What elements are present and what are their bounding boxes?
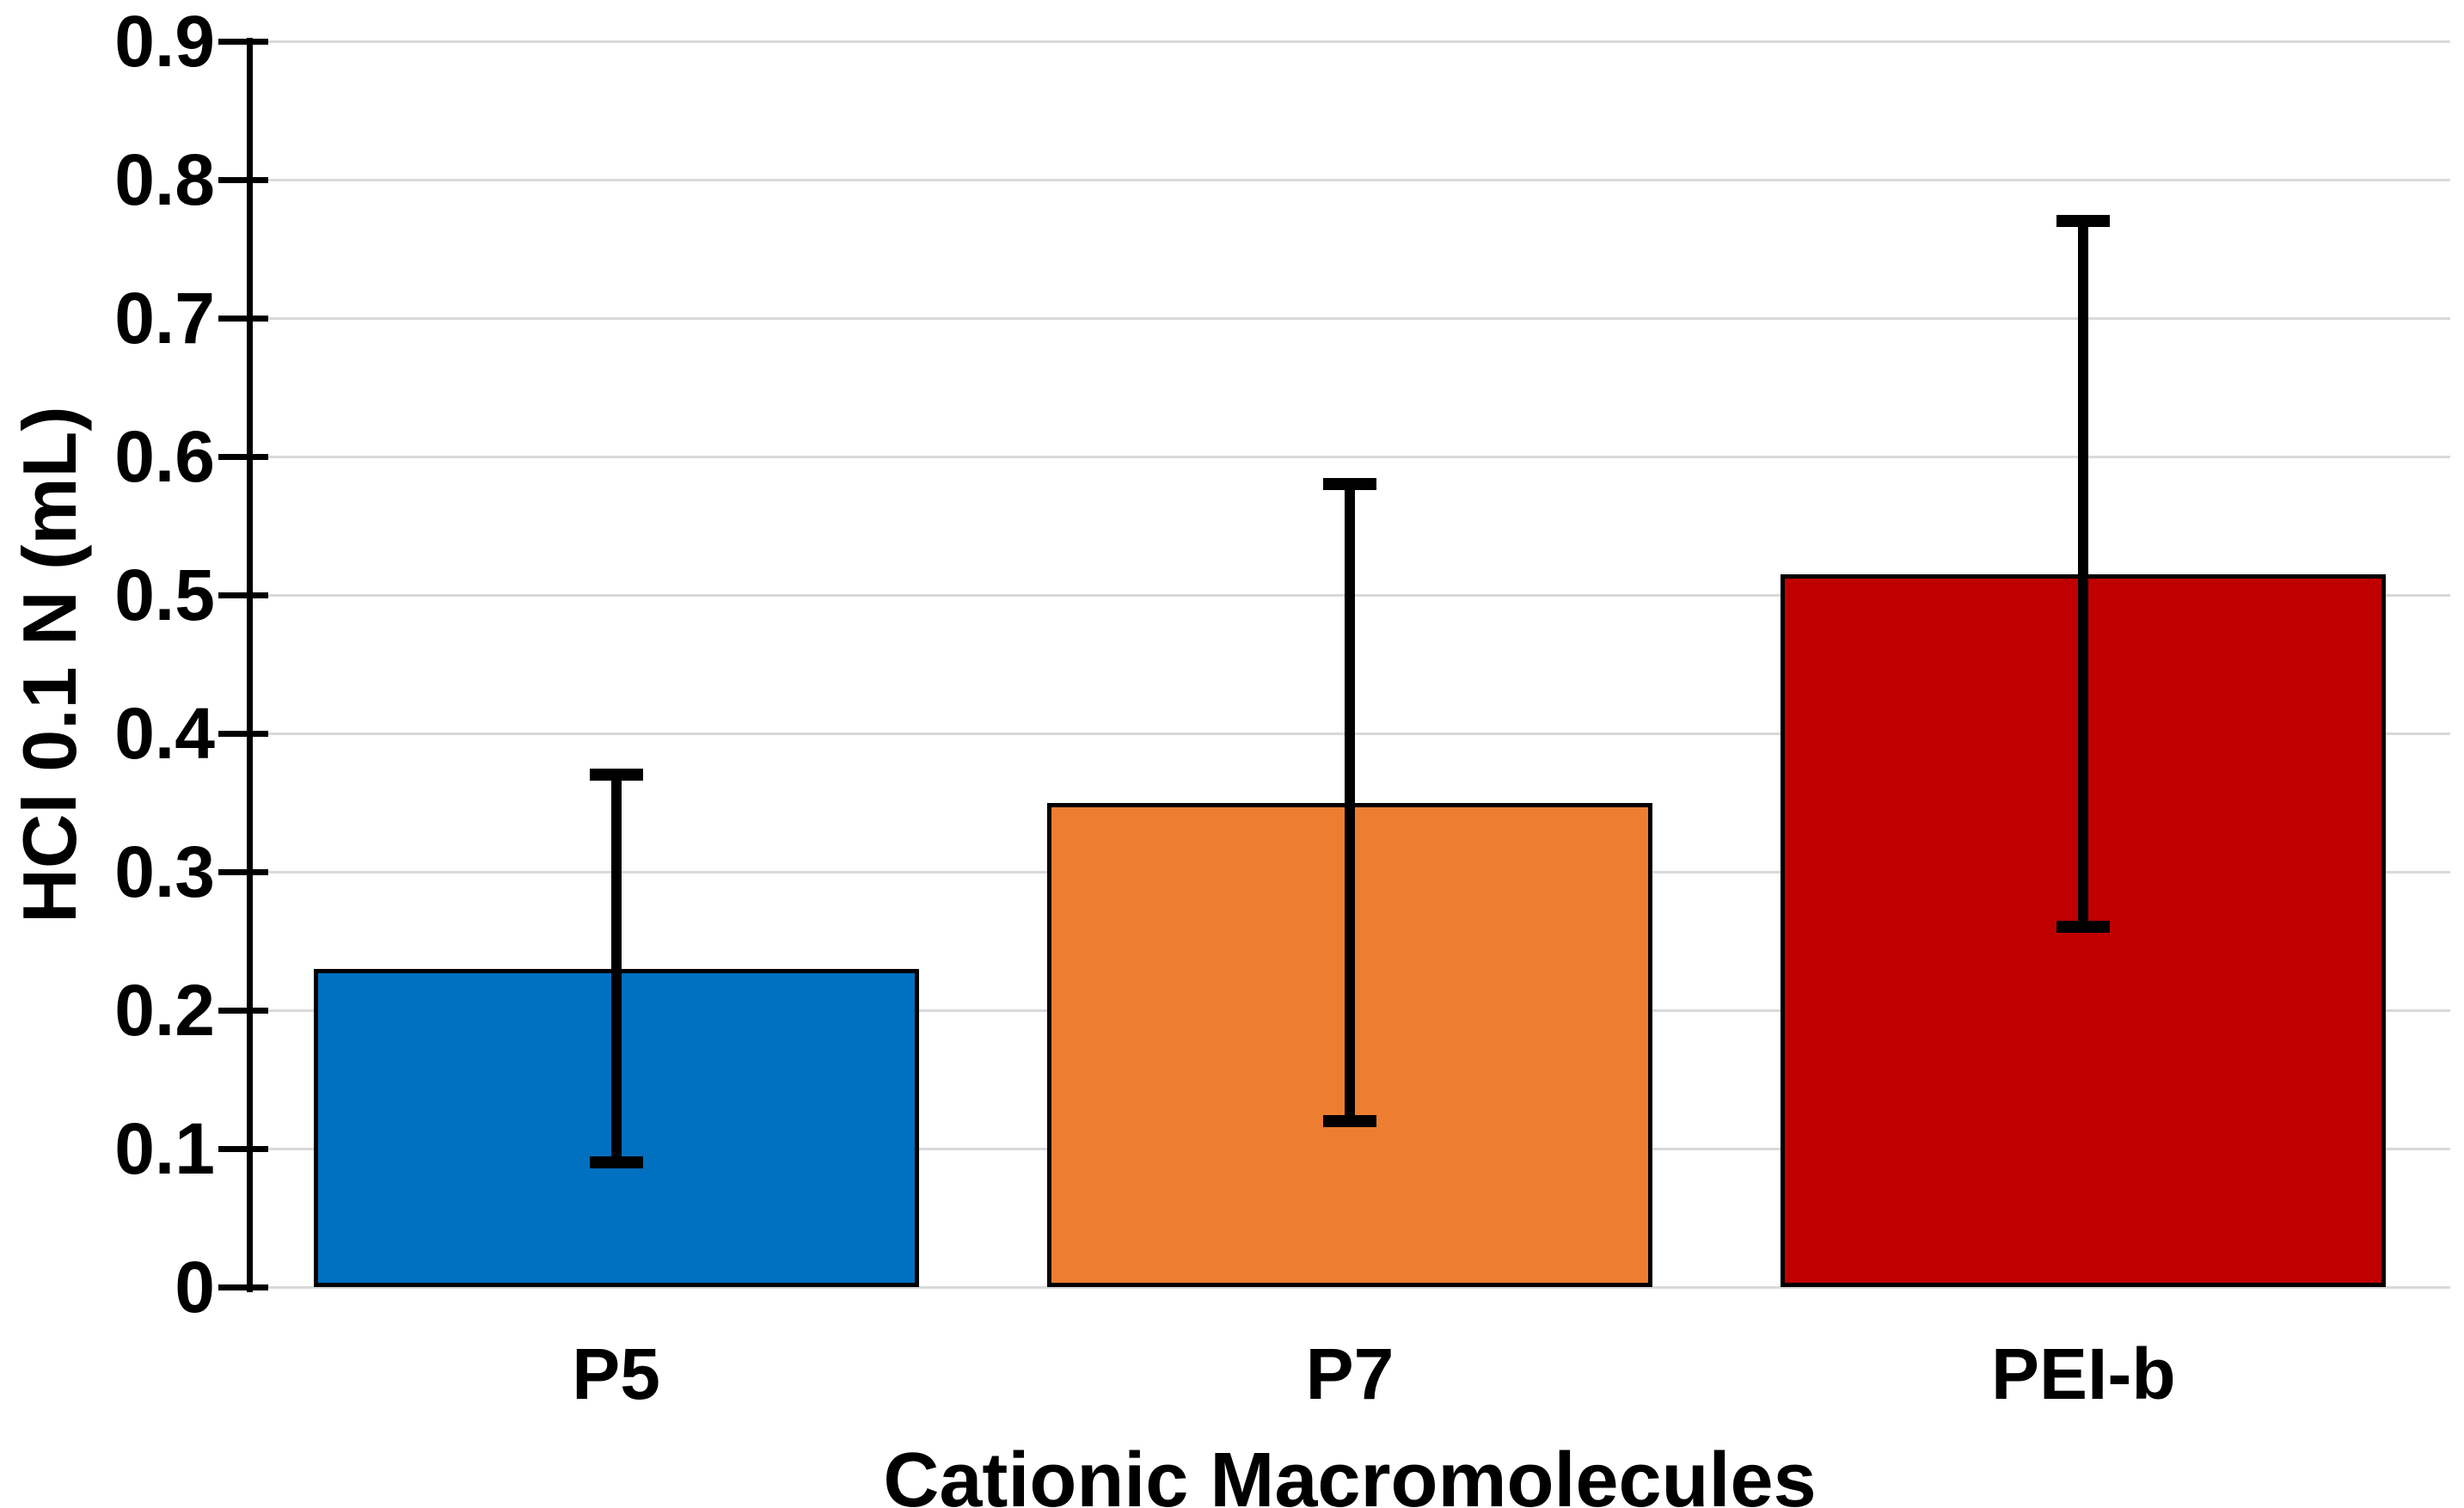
y-tick-0.3 <box>218 868 268 875</box>
error-bar-stem-P5 <box>610 775 622 1163</box>
y-tick-label-0.4: 0.4 <box>114 693 215 774</box>
y-tick-label-0.7: 0.7 <box>114 278 215 359</box>
gridline-0.7 <box>249 317 2450 320</box>
gridline-0.6 <box>249 456 2450 458</box>
y-tick-label-0.6: 0.6 <box>114 416 215 497</box>
y-tick-label-0.3: 0.3 <box>114 831 215 912</box>
y-tick-label-0.1: 0.1 <box>114 1108 215 1189</box>
y-tick-0.4 <box>218 730 268 737</box>
error-bar-cap-bottom-PEI-b <box>2056 921 2111 934</box>
y-tick-0.6 <box>218 453 268 460</box>
y-tick-0 <box>218 1284 268 1290</box>
y-tick-0.2 <box>218 1007 268 1014</box>
error-bar-stem-P7 <box>1345 484 1355 1121</box>
gridline-0.8 <box>249 179 2450 181</box>
error-bar-cap-bottom-P5 <box>589 1156 643 1169</box>
gridline-0 <box>249 1286 2450 1289</box>
gridline-0.9 <box>249 40 2450 43</box>
error-bar-stem-PEI-b <box>2078 221 2089 928</box>
error-bar-cap-bottom-P7 <box>1323 1114 1376 1127</box>
y-tick-label-0.9: 0.9 <box>114 1 215 82</box>
x-tick-label-PEI-b: PEI-b <box>1990 1333 2176 1414</box>
y-tick-0.7 <box>218 315 268 322</box>
error-bar-cap-top-PEI-b <box>2056 215 2111 228</box>
error-bar-cap-top-P7 <box>1323 478 1376 491</box>
x-tick-label-P7: P7 <box>1305 1333 1394 1414</box>
y-tick-0.9 <box>218 38 268 45</box>
y-tick-label-0.2: 0.2 <box>114 970 215 1051</box>
y-tick-label-0: 0 <box>175 1247 215 1327</box>
y-axis-title: HCl 0.1 N (mL) <box>7 405 92 923</box>
y-tick-label-0.8: 0.8 <box>114 139 215 220</box>
error-bar-cap-top-P5 <box>589 769 643 782</box>
y-tick-0.1 <box>218 1145 268 1152</box>
y-axis-line <box>247 38 253 1292</box>
y-tick-label-0.5: 0.5 <box>114 555 215 635</box>
x-axis-title: Cationic Macromolecules <box>883 1438 1817 1508</box>
x-tick-label-P5: P5 <box>572 1333 661 1414</box>
y-tick-0.8 <box>218 176 268 183</box>
y-tick-0.5 <box>218 592 268 598</box>
